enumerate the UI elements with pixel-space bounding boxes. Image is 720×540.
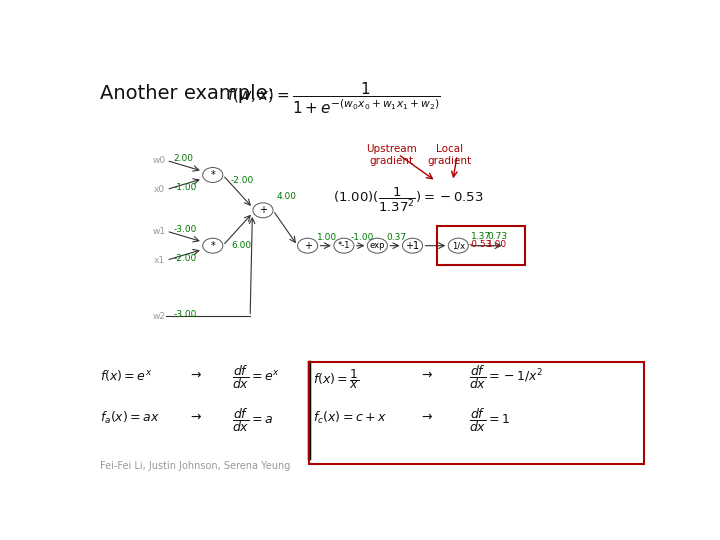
Bar <box>437 226 526 265</box>
Text: w0: w0 <box>152 156 166 165</box>
Text: $f(w,x) = \dfrac{1}{1+e^{-(w_0x_0+w_1x_1+w_2)}}$: $f(w,x) = \dfrac{1}{1+e^{-(w_0x_0+w_1x_1… <box>227 80 441 116</box>
Text: w1: w1 <box>152 227 166 235</box>
Circle shape <box>297 238 318 253</box>
Text: Local
gradient: Local gradient <box>428 144 472 166</box>
Text: Upstream
gradient: Upstream gradient <box>366 144 417 166</box>
Text: $\rightarrow$: $\rightarrow$ <box>419 368 433 381</box>
Circle shape <box>367 238 387 253</box>
Text: $\dfrac{df}{dx} = a$: $\dfrac{df}{dx} = a$ <box>233 406 274 434</box>
Text: Fei-Fei Li, Justin Johnson, Serena Yeung: Fei-Fei Li, Justin Johnson, Serena Yeung <box>100 462 290 471</box>
Text: 1.00: 1.00 <box>317 233 337 241</box>
Text: -3.00: -3.00 <box>173 225 197 233</box>
Text: x0: x0 <box>154 185 166 194</box>
Text: $f(x) = \dfrac{1}{x}$: $f(x) = \dfrac{1}{x}$ <box>313 368 360 392</box>
Text: -0.53: -0.53 <box>469 240 492 249</box>
Circle shape <box>449 238 468 253</box>
Text: $\dfrac{df}{dx} = -1/x^2$: $\dfrac{df}{dx} = -1/x^2$ <box>469 363 544 392</box>
Circle shape <box>203 167 222 183</box>
Text: *: * <box>210 241 215 251</box>
Text: +: + <box>259 205 267 215</box>
Text: exp: exp <box>369 241 385 250</box>
Text: 1/x: 1/x <box>451 241 465 250</box>
Bar <box>309 362 644 464</box>
Text: Another example:: Another example: <box>100 84 274 103</box>
Text: +: + <box>304 241 312 251</box>
Text: $f_a(x) = ax$: $f_a(x) = ax$ <box>100 410 160 426</box>
Text: 0.37: 0.37 <box>386 233 406 241</box>
Text: -2.00: -2.00 <box>173 254 197 262</box>
Text: *-1: *-1 <box>338 241 350 250</box>
Text: *: * <box>210 170 215 180</box>
Text: $\dfrac{df}{dx} = 1$: $\dfrac{df}{dx} = 1$ <box>469 406 510 434</box>
Text: 1.00: 1.00 <box>487 240 508 249</box>
Text: $f_c(x) = c + x$: $f_c(x) = c + x$ <box>313 410 387 426</box>
Text: $(1.00)(\dfrac{1}{1.37^2}) = -0.53$: $(1.00)(\dfrac{1}{1.37^2}) = -0.53$ <box>333 185 483 214</box>
Text: x1: x1 <box>154 256 166 265</box>
Text: 1.37: 1.37 <box>471 232 490 241</box>
Text: -1.00: -1.00 <box>173 183 197 192</box>
Circle shape <box>334 238 354 253</box>
Text: $\rightarrow$: $\rightarrow$ <box>188 368 202 381</box>
Text: +1: +1 <box>405 241 420 251</box>
Text: 0.73: 0.73 <box>487 232 508 241</box>
Text: 4.00: 4.00 <box>277 192 297 201</box>
Text: -2.00: -2.00 <box>230 177 253 185</box>
Circle shape <box>402 238 423 253</box>
Text: $\dfrac{df}{dx} = e^x$: $\dfrac{df}{dx} = e^x$ <box>233 363 280 392</box>
Text: w2: w2 <box>153 312 166 321</box>
Text: 2.00: 2.00 <box>173 154 193 163</box>
Text: $\rightarrow$: $\rightarrow$ <box>419 410 433 423</box>
Circle shape <box>253 203 273 218</box>
Text: $\rightarrow$: $\rightarrow$ <box>188 410 202 423</box>
Text: -3.00: -3.00 <box>173 310 197 319</box>
Circle shape <box>203 238 222 253</box>
Text: 6.00: 6.00 <box>232 241 252 250</box>
Text: -1.00: -1.00 <box>351 233 374 241</box>
Text: $f(x) = e^x$: $f(x) = e^x$ <box>100 368 153 382</box>
